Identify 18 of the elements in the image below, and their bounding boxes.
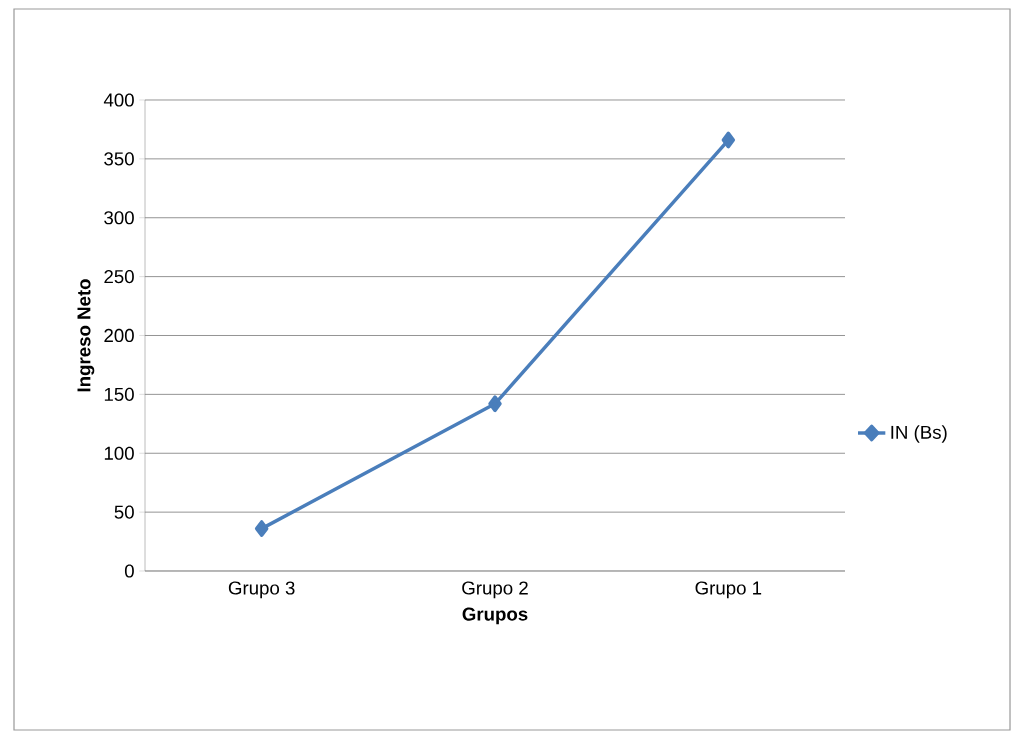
y-tick-label: 400 bbox=[103, 93, 134, 107]
y-tick-label: 200 bbox=[104, 328, 134, 343]
y-axis-title: Ingreso Neto bbox=[77, 279, 95, 392]
point bbox=[254, 520, 269, 538]
x-tick-label: Grupo 3 bbox=[228, 581, 295, 599]
point bbox=[721, 131, 736, 149]
y-tick-label: 0 bbox=[124, 564, 134, 578]
x-tick-label: Grupo 1 bbox=[695, 581, 762, 599]
x-tick-label: Grupo 2 bbox=[462, 581, 528, 599]
y-tick-label: 150 bbox=[104, 387, 134, 401]
x-axis-title: Grupos bbox=[462, 607, 528, 625]
legend-label: IN (Bs) bbox=[891, 425, 947, 443]
y-tick-label: 50 bbox=[114, 505, 134, 519]
y-tick-label: 350 bbox=[104, 152, 134, 166]
point bbox=[488, 395, 502, 413]
y-tick-label: 100 bbox=[104, 446, 134, 460]
y-tick-label: 250 bbox=[104, 270, 134, 284]
y-tick-label: 300 bbox=[104, 211, 134, 225]
